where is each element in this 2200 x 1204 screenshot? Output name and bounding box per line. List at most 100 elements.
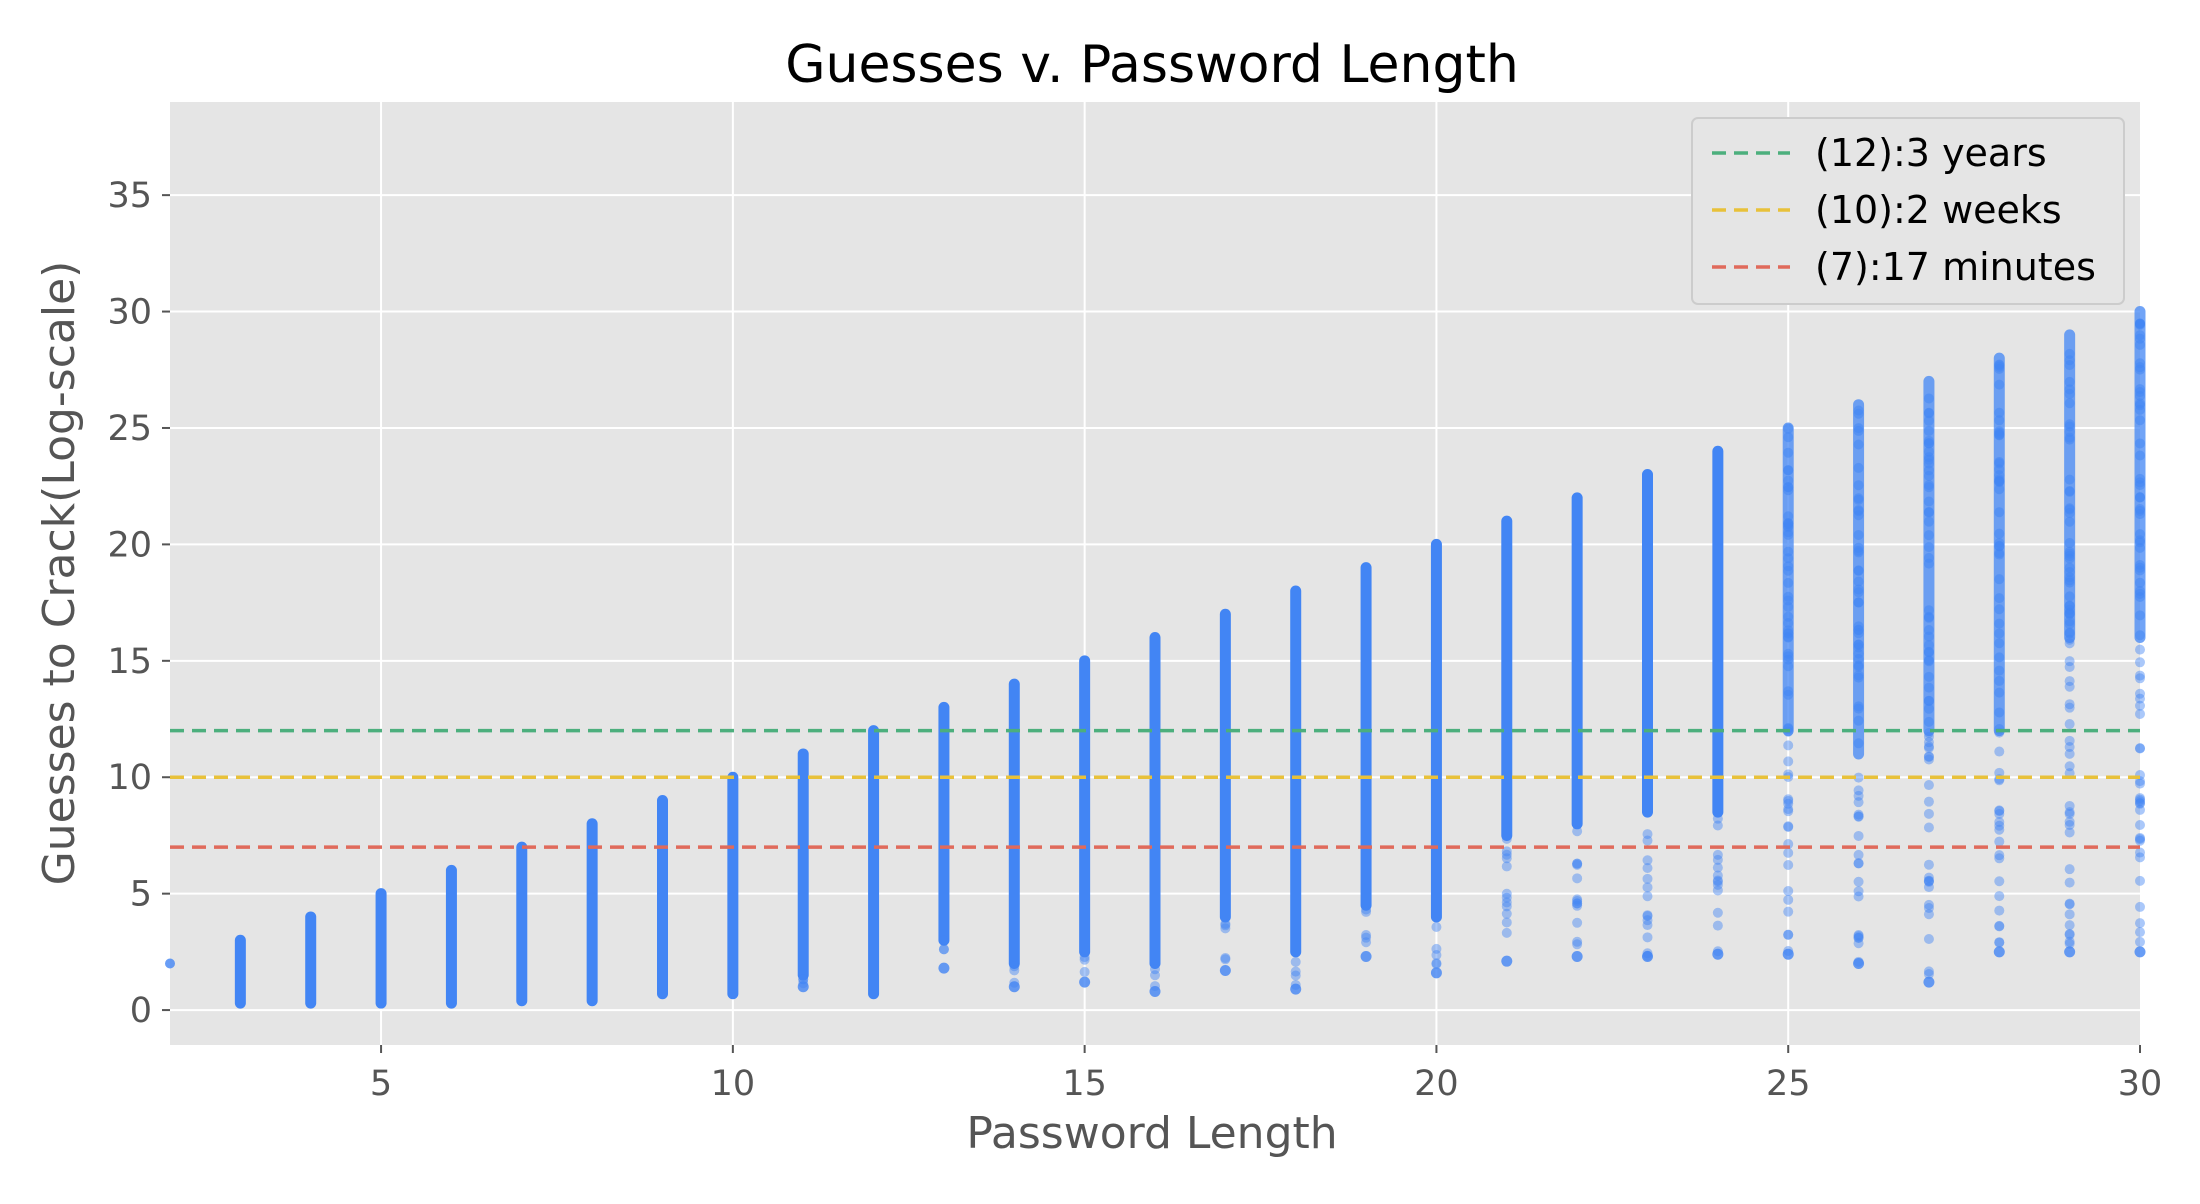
data-point: [1783, 689, 1794, 700]
data-point: [1994, 628, 2005, 639]
data-point: [2064, 761, 2075, 772]
data-point: [1923, 695, 1934, 706]
data-point: [1923, 737, 1934, 748]
data-point: [2135, 847, 2145, 858]
data-point: [2064, 516, 2075, 527]
data-point: [1994, 905, 2005, 916]
data-point: [1079, 966, 1090, 977]
data-point: [1783, 577, 1794, 588]
data-point: [1853, 529, 1864, 540]
data-point: [2135, 708, 2145, 719]
data-point: [1993, 946, 2005, 958]
data-point: [1572, 917, 1583, 928]
data-point: [2135, 529, 2145, 540]
data-point: [1923, 480, 1934, 491]
data-point: [1642, 829, 1653, 840]
data-point: [1501, 888, 1512, 899]
data-point: [1501, 833, 1512, 844]
chart-title: Guesses v. Password Length: [785, 35, 1519, 95]
data-point: [1994, 407, 2005, 418]
data-point: [938, 944, 949, 955]
data-point: [1923, 966, 1934, 977]
data-point: [2064, 434, 2075, 445]
data-point: [2135, 438, 2145, 449]
data-point: [1150, 970, 1160, 981]
data-point: [1712, 879, 1723, 890]
data-point: [1853, 587, 1864, 598]
data-point: [1853, 886, 1864, 897]
y-tick-label: 25: [107, 409, 152, 449]
data-point: [2135, 670, 2145, 681]
data-point: [1994, 767, 2005, 778]
data-point: [1853, 790, 1864, 801]
data-point: [2135, 835, 2145, 846]
data-point: [1853, 480, 1864, 491]
data-point: [1853, 797, 1864, 808]
data-point: [2135, 542, 2145, 553]
data-point: [1923, 552, 1934, 563]
data-point: [2135, 630, 2145, 641]
data-point: [2064, 702, 2075, 713]
data-point: [1783, 794, 1794, 805]
data-point: [1923, 393, 1934, 404]
data-point: [1923, 933, 1934, 944]
data-point: [1994, 746, 2005, 757]
y-tick-label: 35: [107, 176, 152, 216]
data-point: [1853, 809, 1864, 820]
data-point: [1783, 929, 1794, 940]
data-point: [1572, 858, 1583, 869]
data-point: [1923, 822, 1934, 833]
x-tick-label: 20: [1414, 1064, 1459, 1104]
data-point: [1994, 808, 2005, 819]
data-point: [1853, 932, 1864, 943]
data-point: [2135, 936, 2145, 947]
data-point: [1923, 631, 1934, 642]
data-point: [1853, 703, 1864, 714]
data-point: [2135, 798, 2145, 809]
data-point: [1923, 496, 1934, 507]
y-tick-label: 0: [130, 991, 152, 1031]
data-point: [2135, 477, 2145, 488]
data-point: [1501, 861, 1512, 872]
data-point: [1994, 638, 2005, 649]
data-point: [2064, 946, 2076, 958]
y-tick-label: 30: [107, 293, 152, 333]
data-point: [1923, 751, 1934, 762]
data-point: [1853, 654, 1864, 665]
data-point: [1501, 901, 1512, 912]
data-point: [2064, 676, 2075, 687]
data-point: [2064, 618, 2075, 629]
data-point: [1642, 951, 1653, 963]
data-point: [1783, 860, 1794, 871]
data-point: [1923, 470, 1934, 481]
data-point: [2135, 834, 2145, 845]
data-point: [1712, 920, 1723, 931]
data-point: [2064, 735, 2075, 746]
data-point: [1783, 423, 1794, 434]
data-points: [165, 306, 2146, 1009]
data-point: [1642, 915, 1653, 926]
data-point: [1642, 932, 1653, 943]
data-point: [938, 944, 949, 955]
data-point: [1712, 875, 1723, 886]
data-point: [1994, 675, 2005, 686]
data-point: [1923, 882, 1934, 893]
data-point: [2135, 565, 2145, 576]
data-point: [2135, 404, 2145, 415]
data-point: [1923, 754, 1934, 765]
data-point: [2135, 901, 2145, 912]
data-point: [2135, 804, 2145, 815]
data-point: [1923, 542, 1934, 553]
data-point: [1853, 772, 1864, 783]
data-point: [1501, 908, 1512, 919]
data-point: [2135, 794, 2145, 805]
data-point: [1923, 611, 1934, 622]
data-point: [1361, 906, 1372, 917]
data-point: [1994, 540, 2005, 551]
data-point: [1923, 859, 1934, 870]
data-point: [1712, 813, 1723, 824]
data-point: [1572, 894, 1583, 905]
data-point: [1783, 511, 1794, 522]
data-point: [2135, 918, 2145, 929]
